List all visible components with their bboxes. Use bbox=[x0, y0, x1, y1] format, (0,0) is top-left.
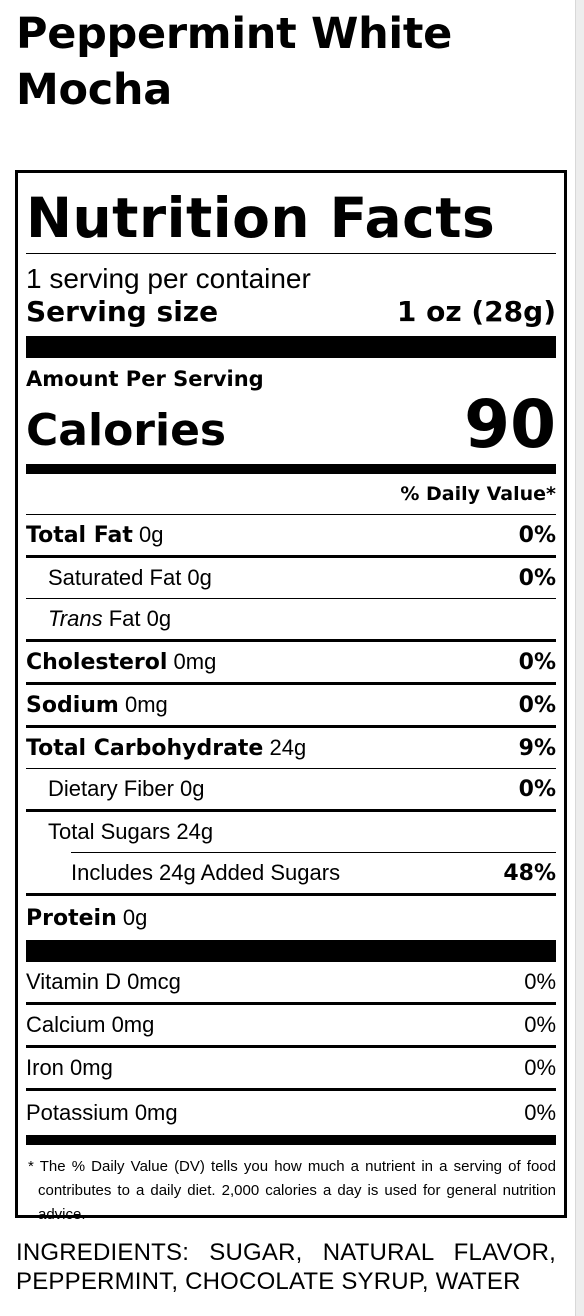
divider bbox=[26, 253, 556, 254]
scrollbar-track[interactable] bbox=[575, 0, 584, 1316]
nutrient-row-total-carbohydrate: Total Carbohydrate 24g 9% bbox=[26, 728, 556, 768]
nutrition-facts-panel: Nutrition Facts 1 serving per container … bbox=[15, 170, 567, 1223]
divider bbox=[26, 598, 556, 599]
nutrient-dv: 0% bbox=[518, 776, 556, 802]
divider bbox=[26, 514, 556, 515]
vitamin-row: Calcium 0mg 0% bbox=[26, 1005, 556, 1045]
nutrition-facts-heading: Nutrition Facts bbox=[26, 186, 496, 250]
nutrient-name-rest: Fat 0g bbox=[108, 606, 172, 631]
divider bbox=[26, 1002, 556, 1005]
vitamin-row: Potassium 0mg 0% bbox=[26, 1091, 556, 1135]
vitamin-dv: 0% bbox=[524, 1012, 556, 1037]
vitamin-row: Iron 0mg 0% bbox=[26, 1048, 556, 1088]
divider bbox=[26, 639, 556, 642]
nutrient-name: Total Sugars 24g bbox=[48, 819, 214, 844]
servings-per-container: 1 serving per container bbox=[26, 263, 311, 294]
calories-label: Calories bbox=[26, 405, 227, 456]
nutrient-dv: 0% bbox=[518, 522, 556, 548]
nutrient-dv: 48% bbox=[503, 860, 556, 886]
divider bbox=[26, 1045, 556, 1048]
nutrient-amount: 24g bbox=[269, 735, 307, 760]
serving-size-row: Serving size 1 oz (28g) bbox=[26, 294, 556, 330]
nutrient-name-italic: Trans bbox=[48, 606, 103, 631]
nutrient-name: Cholesterol bbox=[26, 650, 168, 675]
nutrient-dv: 9% bbox=[518, 735, 556, 761]
nutrient-dv: 0% bbox=[518, 649, 556, 675]
vitamin-dv: 0% bbox=[524, 969, 556, 994]
nutrient-row-dietary-fiber: Dietary Fiber 0g 0% bbox=[26, 769, 556, 809]
nutrient-name: Sodium bbox=[26, 693, 119, 718]
serving-size-value: 1 oz (28g) bbox=[396, 295, 556, 328]
vitamin-row: Vitamin D 0mcg 0% bbox=[26, 962, 556, 1002]
nutrient-name: Total Carbohydrate bbox=[26, 736, 264, 761]
nutrient-amount: 0mg bbox=[173, 649, 217, 674]
thick-divider bbox=[26, 940, 556, 962]
thick-divider bbox=[26, 336, 556, 358]
divider bbox=[26, 809, 556, 812]
nutrient-row-cholesterol: Cholesterol 0mg 0% bbox=[26, 642, 556, 682]
nutrient-dv: 0% bbox=[518, 565, 556, 591]
nutrient-amount: 0g bbox=[122, 905, 148, 930]
nutrient-row-trans-fat: Trans Fat 0g bbox=[26, 599, 556, 639]
divider bbox=[26, 893, 556, 896]
vitamin-name: Vitamin D 0mcg bbox=[26, 969, 181, 994]
vitamin-dv: 0% bbox=[524, 1100, 556, 1125]
nutrient-amount: 0mg bbox=[124, 692, 168, 717]
nutrient-row-added-sugars: Includes 24g Added Sugars 48% bbox=[26, 853, 556, 893]
nutrient-name: Dietary Fiber 0g bbox=[48, 776, 205, 801]
nutrient-name: Saturated Fat 0g bbox=[48, 565, 212, 590]
nutrient-row-saturated-fat: Saturated Fat 0g 0% bbox=[26, 558, 556, 598]
nutrient-row-total-sugars: Total Sugars 24g bbox=[26, 812, 556, 852]
divider bbox=[26, 768, 556, 769]
nutrient-amount: 0g bbox=[139, 522, 164, 547]
calories-row: Calories 90 bbox=[26, 392, 556, 458]
nutrient-row-protein: Protein 0g bbox=[26, 896, 556, 940]
nutrient-row-sodium: Sodium 0mg 0% bbox=[26, 685, 556, 725]
daily-value-header: % Daily Value* bbox=[400, 483, 556, 505]
vitamin-name: Calcium 0mg bbox=[26, 1012, 155, 1037]
calories-value: 90 bbox=[464, 386, 556, 463]
nutrient-name: Total Fat bbox=[26, 523, 133, 548]
nutrient-name: Includes 24g Added Sugars bbox=[71, 860, 341, 885]
vitamin-name: Potassium 0mg bbox=[26, 1100, 178, 1125]
vitamin-name: Iron 0mg bbox=[26, 1055, 113, 1080]
amount-per-serving: Amount Per Serving bbox=[26, 367, 264, 391]
serving-size-label: Serving size bbox=[26, 295, 219, 328]
nutrient-dv: 0% bbox=[518, 692, 556, 718]
nutrient-row-total-fat: Total Fat 0g 0% bbox=[26, 515, 556, 555]
medium-divider bbox=[26, 1135, 556, 1145]
divider bbox=[26, 1088, 556, 1091]
divider bbox=[26, 555, 556, 558]
medium-divider bbox=[26, 464, 556, 474]
divider bbox=[26, 682, 556, 685]
divider bbox=[26, 725, 556, 728]
daily-value-footnote: * The % Daily Value (DV) tells you how m… bbox=[28, 1158, 556, 1223]
divider bbox=[71, 852, 556, 853]
nutrient-name: Protein bbox=[26, 906, 117, 931]
product-title: Peppermint White Mocha bbox=[16, 9, 452, 115]
ingredients-list: INGREDIENTS: SUGAR, NATURAL FLAVOR, PEPP… bbox=[16, 1239, 556, 1295]
vitamin-dv: 0% bbox=[524, 1055, 556, 1080]
